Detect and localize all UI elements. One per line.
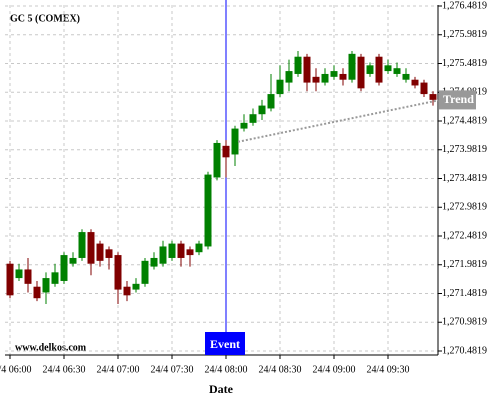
- x-tick-label: 24/4 09:00: [312, 364, 355, 375]
- candle-body: [195, 243, 203, 253]
- y-tick-label: 1,272.4819: [442, 230, 487, 241]
- candle-body: [33, 286, 41, 299]
- candle-body: [105, 249, 113, 258]
- x-tick-label: 24/4 06:00: [0, 364, 32, 375]
- candle-body: [393, 68, 401, 74]
- candle-body: [258, 105, 266, 115]
- candle-body: [411, 79, 419, 86]
- y-tick-label: 1,274.4819: [442, 115, 487, 126]
- candle-body: [150, 257, 158, 267]
- candle-body: [294, 56, 302, 74]
- y-tick-label: 1,275.9819: [442, 29, 487, 40]
- candle-body: [186, 249, 194, 256]
- candle-body: [6, 263, 14, 296]
- candle-body: [123, 286, 131, 296]
- y-tick-label: 1,271.4819: [442, 288, 487, 299]
- x-tick-label: 24/4 06:30: [42, 364, 85, 375]
- y-tick-label: 1,275.4819: [442, 58, 487, 69]
- candle-body: [366, 65, 374, 74]
- candle-body: [60, 255, 68, 281]
- candle-body: [177, 243, 185, 258]
- x-tick-label: 24/4 07:00: [96, 364, 139, 375]
- chart-title: GC 5 (COMEX): [10, 13, 80, 24]
- candle-body: [330, 71, 338, 77]
- candle-body: [69, 257, 77, 264]
- x-tick-label: 24/4 08:00: [204, 364, 247, 375]
- y-tick-label: 1,272.9819: [442, 202, 487, 213]
- candle-body: [429, 94, 437, 100]
- event-label-box: [205, 332, 245, 355]
- y-tick-label: 1,270.4819: [442, 345, 487, 356]
- y-tick-label: 1,270.9819: [442, 317, 487, 328]
- y-tick-label: 1,273.4819: [442, 173, 487, 184]
- candle-body: [24, 269, 32, 284]
- candle-body: [402, 73, 410, 80]
- grid: [5, 5, 438, 355]
- candle-body: [339, 73, 347, 80]
- candle-body: [114, 255, 122, 290]
- candle-body: [384, 65, 392, 72]
- candle-body: [78, 232, 86, 258]
- candle-body: [96, 243, 104, 261]
- candle-body: [249, 114, 257, 123]
- candle-body: [231, 128, 239, 155]
- candle-body: [141, 260, 149, 284]
- x-tick-label: 24/4 08:30: [258, 364, 301, 375]
- candle-body: [312, 76, 320, 83]
- candle-body: [357, 56, 365, 89]
- candle-body: [276, 79, 284, 95]
- trend-label: Trend: [443, 92, 474, 106]
- event-label: Event: [210, 337, 240, 351]
- candle-body: [375, 56, 383, 83]
- candle-body: [168, 243, 176, 258]
- candle-body: [213, 142, 221, 178]
- candle-body: [204, 174, 212, 247]
- x-axis-label: Date: [209, 382, 234, 396]
- candle-body: [51, 272, 59, 284]
- candle-body: [420, 82, 428, 95]
- candle-body: [15, 269, 23, 279]
- y-tick-label: 1,276.4819: [442, 0, 487, 11]
- candle-body: [222, 145, 230, 158]
- candle-body: [285, 71, 293, 83]
- candle-body: [240, 122, 248, 129]
- y-tick-label: 1,273.9819: [442, 144, 487, 155]
- candle-body: [87, 232, 95, 264]
- candle-body: [159, 246, 167, 264]
- trend-label-box: [439, 90, 476, 110]
- candle-body: [132, 283, 140, 290]
- candle-body: [303, 56, 311, 83]
- candle-body: [348, 53, 356, 80]
- y-tick-label: 1,271.9819: [442, 259, 487, 270]
- x-tick-label: 24/4 07:30: [150, 364, 193, 375]
- x-tick-label: 24/4 09:30: [366, 364, 409, 375]
- candle-body: [321, 73, 329, 83]
- watermark: www.delkos.com: [15, 342, 87, 353]
- candle-body: [42, 278, 50, 293]
- candle-body: [267, 94, 275, 109]
